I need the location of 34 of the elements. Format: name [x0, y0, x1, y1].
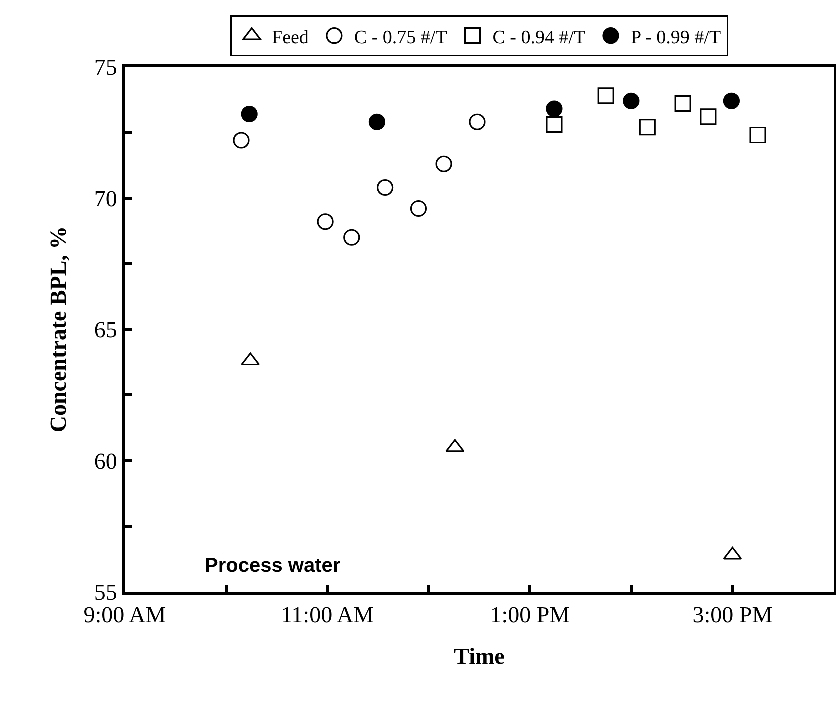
point [317, 214, 334, 230]
y-tick-label: 60 [94, 448, 118, 474]
point [674, 95, 692, 112]
legend-label: C - 0.75 #/T [354, 27, 448, 48]
legend-label: Feed [272, 27, 310, 48]
annotation: Process water [205, 555, 341, 577]
legend-label: P - 0.99 #/T [630, 27, 722, 48]
point [623, 92, 640, 110]
point [241, 106, 258, 123]
x-axis-title: Time [454, 644, 505, 670]
y-tick-label: 70 [94, 186, 118, 212]
y-axis-title: Concentrate BPL, % [46, 226, 71, 433]
y-tick-label: 55 [94, 580, 118, 606]
point [598, 88, 614, 104]
point [410, 200, 428, 218]
point [723, 92, 740, 110]
point [377, 179, 394, 196]
point [344, 229, 360, 246]
legend-label: C - 0.94 #/T [492, 27, 586, 48]
y-tick-label: 65 [94, 318, 118, 343]
x-tick-label: 3:00 PM [692, 602, 773, 628]
point [233, 132, 250, 149]
point [436, 156, 452, 172]
point [750, 126, 766, 144]
y-tick-label: 75 [94, 55, 118, 80]
x-tick-label: 9:00 AM [84, 602, 166, 628]
point [368, 114, 386, 130]
point [469, 114, 486, 130]
point [639, 119, 656, 136]
point [546, 100, 563, 118]
x-tick-label: 1:00 PM [490, 602, 570, 628]
x-tick-label: 11:00 AM [281, 602, 374, 628]
point [546, 116, 563, 134]
point [700, 108, 717, 126]
